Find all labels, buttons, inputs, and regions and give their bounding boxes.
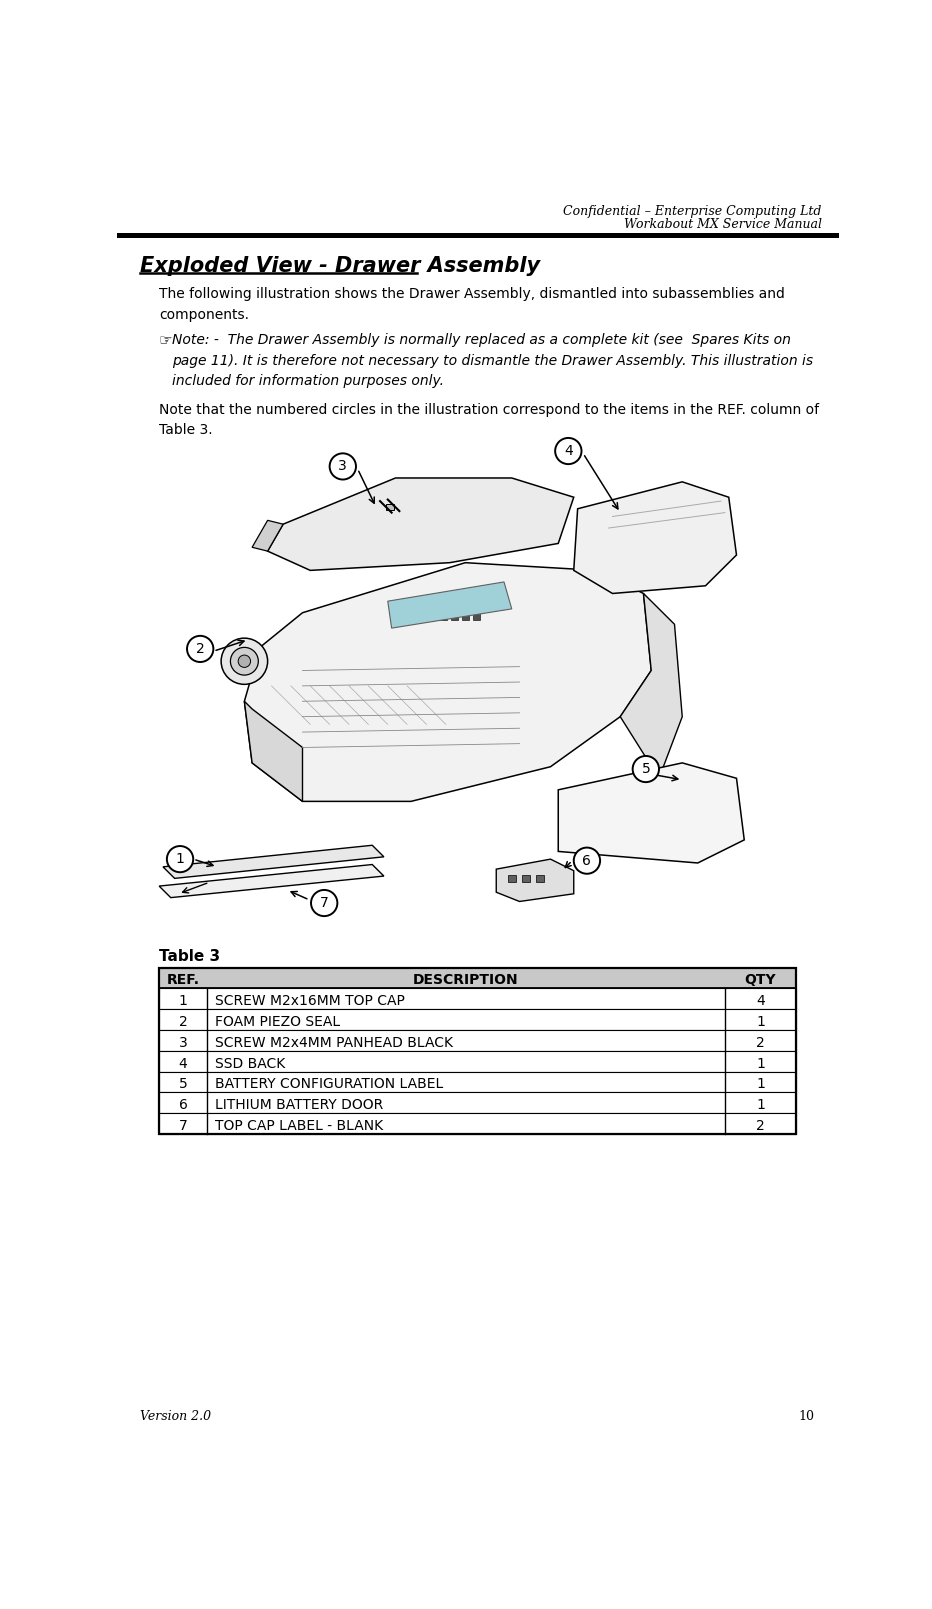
- Polygon shape: [574, 481, 736, 594]
- Bar: [441, 610, 447, 621]
- Circle shape: [311, 890, 337, 916]
- Text: 1: 1: [756, 1057, 765, 1070]
- Text: ☞: ☞: [159, 333, 172, 348]
- Text: 6: 6: [582, 854, 592, 867]
- Circle shape: [633, 756, 659, 782]
- Circle shape: [239, 655, 251, 668]
- Circle shape: [574, 848, 600, 874]
- Bar: [451, 610, 459, 621]
- Polygon shape: [244, 702, 303, 801]
- Text: 2: 2: [196, 642, 205, 656]
- Text: REF.: REF.: [167, 973, 199, 988]
- Bar: [159, 1093, 796, 1113]
- Polygon shape: [621, 594, 682, 779]
- Polygon shape: [253, 520, 283, 552]
- Bar: [522, 875, 529, 882]
- Text: QTY: QTY: [745, 973, 776, 988]
- Text: SSD BACK: SSD BACK: [215, 1057, 285, 1070]
- Text: 4: 4: [179, 1057, 187, 1070]
- Text: 5: 5: [641, 763, 651, 776]
- Text: 7: 7: [320, 896, 329, 911]
- Text: 5: 5: [179, 1078, 187, 1091]
- Circle shape: [167, 846, 193, 872]
- Circle shape: [230, 647, 258, 676]
- Text: Exploded View - Drawer Assembly: Exploded View - Drawer Assembly: [140, 256, 540, 277]
- Bar: [418, 610, 426, 621]
- Bar: [159, 967, 796, 988]
- Text: Version 2.0: Version 2.0: [140, 1409, 211, 1422]
- Polygon shape: [159, 864, 384, 898]
- Text: 1: 1: [756, 1078, 765, 1091]
- Text: 2: 2: [179, 1015, 187, 1030]
- Polygon shape: [496, 859, 574, 901]
- Text: 4: 4: [564, 444, 572, 459]
- Text: Confidential – Enterprise Computing Ltd: Confidential – Enterprise Computing Ltd: [563, 204, 822, 217]
- Text: 1: 1: [179, 994, 187, 1009]
- Text: 10: 10: [798, 1409, 814, 1422]
- Bar: [473, 610, 480, 621]
- Bar: [159, 1009, 796, 1030]
- Text: 2: 2: [756, 1036, 765, 1049]
- Bar: [159, 967, 796, 1134]
- Bar: [159, 1051, 796, 1072]
- Text: Workabout MX Service Manual: Workabout MX Service Manual: [624, 217, 822, 230]
- Polygon shape: [267, 478, 574, 570]
- Text: 6: 6: [179, 1099, 187, 1112]
- Bar: [159, 1072, 796, 1093]
- Text: LITHIUM BATTERY DOOR: LITHIUM BATTERY DOOR: [215, 1099, 383, 1112]
- Text: 1: 1: [175, 853, 185, 866]
- Bar: [159, 1030, 796, 1051]
- Polygon shape: [558, 763, 745, 862]
- Text: The following illustration shows the Drawer Assembly, dismantled into subassembl: The following illustration shows the Dra…: [159, 286, 785, 322]
- Circle shape: [221, 639, 267, 684]
- Text: FOAM PIEZO SEAL: FOAM PIEZO SEAL: [215, 1015, 340, 1030]
- Text: 1: 1: [756, 1015, 765, 1030]
- Bar: [536, 875, 543, 882]
- Text: 1: 1: [756, 1099, 765, 1112]
- Text: Table 3: Table 3: [159, 949, 220, 964]
- Bar: [159, 988, 796, 1009]
- Text: BATTERY CONFIGURATION LABEL: BATTERY CONFIGURATION LABEL: [215, 1078, 444, 1091]
- Text: 2: 2: [756, 1118, 765, 1133]
- Bar: [462, 610, 469, 621]
- Text: SCREW M2x4MM PANHEAD BLACK: SCREW M2x4MM PANHEAD BLACK: [215, 1036, 453, 1049]
- Circle shape: [330, 454, 356, 479]
- Polygon shape: [163, 845, 384, 879]
- Bar: [116, 233, 839, 238]
- Text: Note that the numbered circles in the illustration correspond to the items in th: Note that the numbered circles in the il…: [159, 402, 819, 438]
- Text: TOP CAP LABEL - BLANK: TOP CAP LABEL - BLANK: [215, 1118, 383, 1133]
- Circle shape: [187, 636, 213, 661]
- Text: Note: -  The Drawer Assembly is normally replaced as a complete kit (see  Spares: Note: - The Drawer Assembly is normally …: [172, 333, 814, 388]
- Bar: [430, 610, 436, 621]
- Text: 3: 3: [338, 460, 348, 473]
- Polygon shape: [244, 563, 651, 801]
- Text: 7: 7: [179, 1118, 187, 1133]
- Bar: [386, 504, 394, 510]
- Text: SCREW M2x16MM TOP CAP: SCREW M2x16MM TOP CAP: [215, 994, 404, 1009]
- Polygon shape: [388, 582, 512, 628]
- Bar: [508, 875, 515, 882]
- Circle shape: [555, 438, 582, 463]
- Bar: [159, 1113, 796, 1134]
- Text: 3: 3: [179, 1036, 187, 1049]
- Text: 4: 4: [756, 994, 765, 1009]
- Text: DESCRIPTION: DESCRIPTION: [413, 973, 519, 988]
